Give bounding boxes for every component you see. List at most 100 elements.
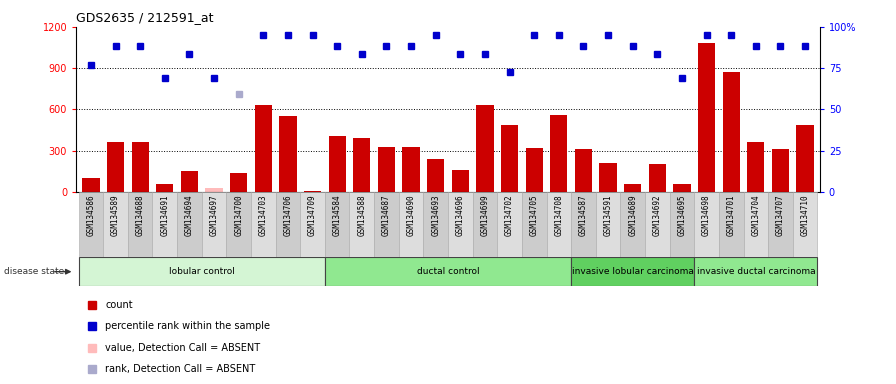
Text: GSM134693: GSM134693 <box>431 194 440 235</box>
Text: GSM134587: GSM134587 <box>579 194 588 235</box>
Bar <box>596 192 620 257</box>
Bar <box>747 142 764 192</box>
Text: ductal control: ductal control <box>417 267 479 276</box>
Bar <box>599 163 616 192</box>
Bar <box>497 192 521 257</box>
Bar <box>181 171 198 192</box>
Bar <box>205 188 223 192</box>
Bar <box>300 192 325 257</box>
Bar <box>402 147 419 192</box>
Text: GSM134589: GSM134589 <box>111 194 120 235</box>
Bar <box>156 184 174 192</box>
Bar <box>575 149 592 192</box>
Bar <box>304 190 321 192</box>
Bar <box>177 192 202 257</box>
Bar <box>230 173 247 192</box>
Bar <box>547 192 571 257</box>
Bar <box>673 184 691 192</box>
Bar <box>771 149 789 192</box>
Bar <box>79 257 325 286</box>
Text: GDS2635 / 212591_at: GDS2635 / 212591_at <box>76 11 213 24</box>
Bar <box>797 124 814 192</box>
Bar <box>378 147 395 192</box>
Bar <box>325 192 349 257</box>
Bar <box>202 192 227 257</box>
Bar <box>571 257 694 286</box>
Text: GSM134709: GSM134709 <box>308 194 317 235</box>
Bar <box>103 192 128 257</box>
Bar <box>694 192 719 257</box>
Text: GSM134687: GSM134687 <box>382 194 391 235</box>
Text: GSM134584: GSM134584 <box>332 194 341 235</box>
Text: GSM134704: GSM134704 <box>752 194 761 235</box>
Text: GSM134586: GSM134586 <box>86 194 96 235</box>
Text: GSM134695: GSM134695 <box>677 194 686 235</box>
Bar <box>719 192 744 257</box>
Text: rank, Detection Call = ABSENT: rank, Detection Call = ABSENT <box>106 364 255 374</box>
Text: value, Detection Call = ABSENT: value, Detection Call = ABSENT <box>106 343 261 353</box>
Bar <box>280 116 297 192</box>
Bar <box>276 192 300 257</box>
Text: GSM134689: GSM134689 <box>628 194 637 235</box>
Text: GSM134698: GSM134698 <box>702 194 711 235</box>
Bar <box>649 164 666 192</box>
Text: GSM134707: GSM134707 <box>776 194 785 235</box>
Bar <box>424 192 448 257</box>
Text: count: count <box>106 300 133 310</box>
Text: GSM134696: GSM134696 <box>456 194 465 235</box>
Bar <box>645 192 669 257</box>
Text: GSM134588: GSM134588 <box>358 194 366 235</box>
Bar <box>325 257 571 286</box>
Bar <box>152 192 177 257</box>
Text: GSM134706: GSM134706 <box>283 194 292 235</box>
Bar <box>625 184 642 192</box>
Bar <box>254 105 271 192</box>
Bar <box>353 138 370 192</box>
Text: GSM134705: GSM134705 <box>530 194 538 235</box>
Text: GSM134708: GSM134708 <box>555 194 564 235</box>
Text: GSM134710: GSM134710 <box>800 194 810 235</box>
Bar <box>722 72 740 192</box>
Bar <box>329 136 346 192</box>
Bar <box>669 192 694 257</box>
Text: GSM134700: GSM134700 <box>234 194 243 235</box>
Bar <box>427 159 444 192</box>
Bar <box>472 192 497 257</box>
Bar <box>251 192 276 257</box>
Bar <box>550 115 567 192</box>
Text: GSM134688: GSM134688 <box>135 194 144 235</box>
Text: lobular control: lobular control <box>168 267 235 276</box>
Bar <box>768 192 793 257</box>
Bar <box>128 192 152 257</box>
Bar <box>744 192 768 257</box>
Text: invasive lobular carcinoma: invasive lobular carcinoma <box>572 267 694 276</box>
Bar <box>526 148 543 192</box>
Text: invasive ductal carcinoma: invasive ductal carcinoma <box>696 267 815 276</box>
Text: GSM134690: GSM134690 <box>407 194 416 235</box>
Bar <box>349 192 375 257</box>
Bar <box>501 124 518 192</box>
Bar <box>694 257 817 286</box>
Bar <box>698 43 715 192</box>
Bar <box>793 192 817 257</box>
Text: GSM134697: GSM134697 <box>210 194 219 235</box>
Bar <box>477 105 494 192</box>
Text: disease state: disease state <box>4 267 65 276</box>
Bar <box>452 170 469 192</box>
Bar <box>227 192 251 257</box>
Bar <box>448 192 472 257</box>
Bar <box>399 192 424 257</box>
Text: GSM134591: GSM134591 <box>604 194 613 235</box>
Text: GSM134694: GSM134694 <box>185 194 194 235</box>
Bar <box>375 192 399 257</box>
Text: GSM134692: GSM134692 <box>653 194 662 235</box>
Bar <box>79 192 103 257</box>
Text: GSM134699: GSM134699 <box>480 194 489 235</box>
Bar <box>107 142 125 192</box>
Bar <box>620 192 645 257</box>
Bar <box>571 192 596 257</box>
Text: GSM134691: GSM134691 <box>160 194 169 235</box>
Bar <box>132 142 149 192</box>
Bar <box>521 192 547 257</box>
Text: GSM134703: GSM134703 <box>259 194 268 235</box>
